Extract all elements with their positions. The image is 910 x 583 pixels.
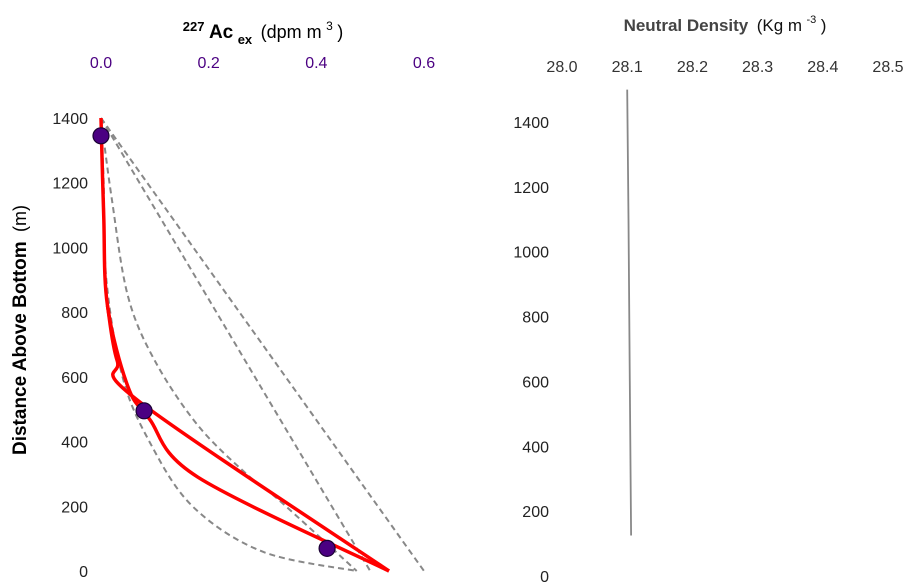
right-x-tick-label: 28.5: [872, 59, 903, 76]
right-y-ticks: 0 200 400 600 800 1000 1200 1400: [513, 115, 549, 583]
right-x-tick-label: 28.4: [807, 59, 838, 76]
density-unit-close: ): [821, 16, 827, 35]
x-title-subscript: ex: [238, 32, 253, 47]
left-y-tick-label: 600: [61, 370, 88, 387]
observation-point: [318, 539, 336, 557]
density-title: Neutral Density: [624, 16, 749, 35]
y-title-unit: (m): [10, 205, 30, 232]
left-y-tick-label: 0: [79, 564, 88, 581]
envelope-dashed-line: [100, 117, 425, 572]
right-series-group: [626, 89, 632, 536]
right-x-tick-label: 28.2: [677, 59, 708, 76]
left-y-axis-title: Distance Above Bottom (m): [10, 205, 31, 455]
density-unit: (Kg m: [757, 16, 802, 35]
left-y-ticks: 0 200 400 600 800 1000 1200 1400: [52, 111, 88, 581]
right-x-tick-label: 28.3: [742, 59, 773, 76]
x-title-unit-power: 3: [326, 19, 333, 33]
left-plot: 227 Ac ex (dpm m 3 ) 0.0 0.2 0.4 0.6 0 200 40…: [10, 17, 435, 581]
model-fit-line: [99, 117, 390, 573]
right-x-axis-title: Neutral Density (Kg m -3 ): [624, 10, 827, 35]
right-y-tick-label: 800: [522, 310, 549, 327]
right-y-tick-label: 1400: [513, 115, 549, 132]
left-x-tick-label: 0.6: [413, 55, 435, 72]
right-y-tick-label: 400: [522, 439, 549, 456]
y-title-text: Distance Above Bottom: [10, 241, 31, 455]
right-y-tick-label: 1000: [513, 245, 549, 262]
observation-point: [92, 127, 110, 145]
x-title-element: Ac: [209, 22, 234, 43]
left-x-ticks: 0.0 0.2 0.4 0.6: [90, 55, 435, 72]
x-title-unit-close: ): [337, 22, 343, 42]
left-x-tick-label: 0.2: [198, 55, 220, 72]
observation-point: [135, 402, 153, 420]
right-y-tick-label: 200: [522, 504, 549, 521]
right-y-tick-label: 0: [540, 569, 549, 583]
left-observation-points: [92, 127, 336, 557]
envelope-dashed-line: [100, 117, 358, 572]
left-series-group: [99, 117, 425, 573]
left-y-tick-label: 1000: [52, 240, 88, 257]
right-x-tick-label: 28.1: [612, 59, 643, 76]
left-x-tick-label: 0.0: [90, 55, 112, 72]
density-unit-power: -3: [807, 14, 817, 26]
left-y-tick-label: 1400: [52, 111, 88, 128]
model-fit-line: [105, 305, 390, 573]
left-x-axis-title: 227 Ac ex (dpm m 3 ): [183, 17, 343, 48]
x-title-isotope-number: 227: [183, 19, 205, 34]
right-y-tick-label: 1200: [513, 180, 549, 197]
left-y-tick-label: 400: [61, 435, 88, 452]
envelope-dashed-line: [100, 117, 372, 572]
right-y-tick-label: 600: [522, 374, 549, 391]
x-title-unit: (dpm m: [261, 22, 322, 42]
envelope-dashed-line: [100, 117, 357, 572]
right-x-tick-label: 28.0: [546, 59, 577, 76]
right-plot: Neutral Density (Kg m -3 ) 28.0 28.1 28.2 2…: [513, 10, 903, 583]
left-y-tick-label: 1200: [52, 176, 88, 193]
left-y-tick-label: 800: [61, 305, 88, 322]
left-x-tick-label: 0.4: [305, 55, 327, 72]
left-y-tick-label: 200: [61, 499, 88, 516]
right-x-ticks: 28.0 28.1 28.2 28.3 28.4 28.5: [546, 59, 903, 76]
density-profile-line: [626, 89, 632, 536]
